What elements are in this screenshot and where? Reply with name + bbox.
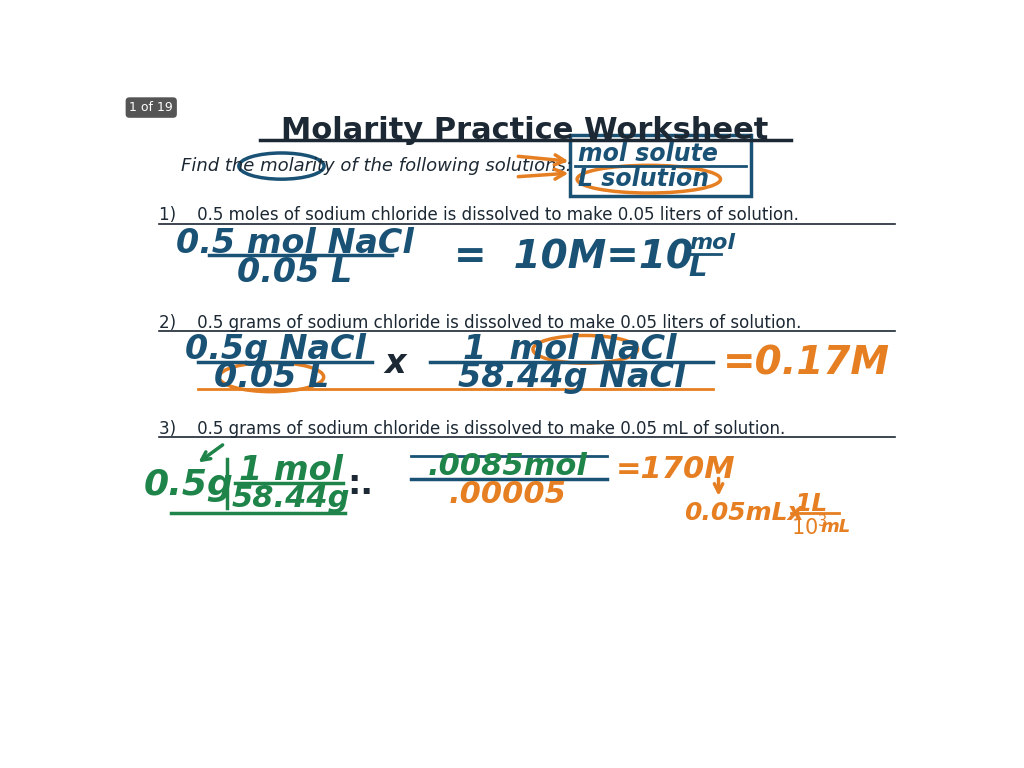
- Text: =  10M=10: = 10M=10: [454, 239, 692, 276]
- Text: mol: mol: [689, 233, 735, 253]
- Text: 0.05mLx: 0.05mLx: [684, 501, 804, 525]
- Text: 3)    0.5 grams of sodium chloride is dissolved to make 0.05 mL of solution.: 3) 0.5 grams of sodium chloride is disso…: [159, 420, 785, 439]
- Text: 58.44g NaCl: 58.44g NaCl: [458, 360, 685, 393]
- Text: 1L: 1L: [795, 492, 828, 516]
- Text: 0.05 L: 0.05 L: [237, 256, 352, 289]
- Text: 1 of 19: 1 of 19: [129, 101, 173, 114]
- Text: L: L: [688, 253, 707, 282]
- Text: .0085mol: .0085mol: [428, 452, 588, 481]
- Text: mol solute: mol solute: [578, 142, 718, 166]
- Text: 1  mol NaCl: 1 mol NaCl: [463, 333, 677, 366]
- Text: mL: mL: [820, 518, 850, 536]
- Text: 58.44g: 58.44g: [231, 484, 350, 513]
- Text: .00005: .00005: [449, 479, 566, 508]
- Text: 1 mol: 1 mol: [239, 454, 343, 487]
- Text: 0.5g NaCl: 0.5g NaCl: [184, 333, 366, 366]
- Text: x: x: [385, 346, 407, 379]
- Text: =170M: =170M: [616, 455, 736, 484]
- Text: 0.5g: 0.5g: [143, 468, 233, 502]
- Text: 1)    0.5 moles of sodium chloride is dissolved to make 0.05 liters of solution.: 1) 0.5 moles of sodium chloride is disso…: [159, 207, 799, 224]
- Text: :.: :.: [347, 468, 374, 502]
- Text: =0.17M: =0.17M: [723, 344, 890, 382]
- Text: 0.5 mol NaCl: 0.5 mol NaCl: [176, 227, 414, 260]
- Text: $10^3$: $10^3$: [791, 514, 827, 539]
- Text: Molarity Practice Worksheet: Molarity Practice Worksheet: [282, 116, 768, 145]
- Text: 0.05 L: 0.05 L: [214, 360, 329, 393]
- Text: L solution: L solution: [578, 167, 709, 191]
- Text: Find the molarity of the following solutions:: Find the molarity of the following solut…: [180, 157, 571, 175]
- Text: 2)    0.5 grams of sodium chloride is dissolved to make 0.05 liters of solution.: 2) 0.5 grams of sodium chloride is disso…: [159, 314, 802, 332]
